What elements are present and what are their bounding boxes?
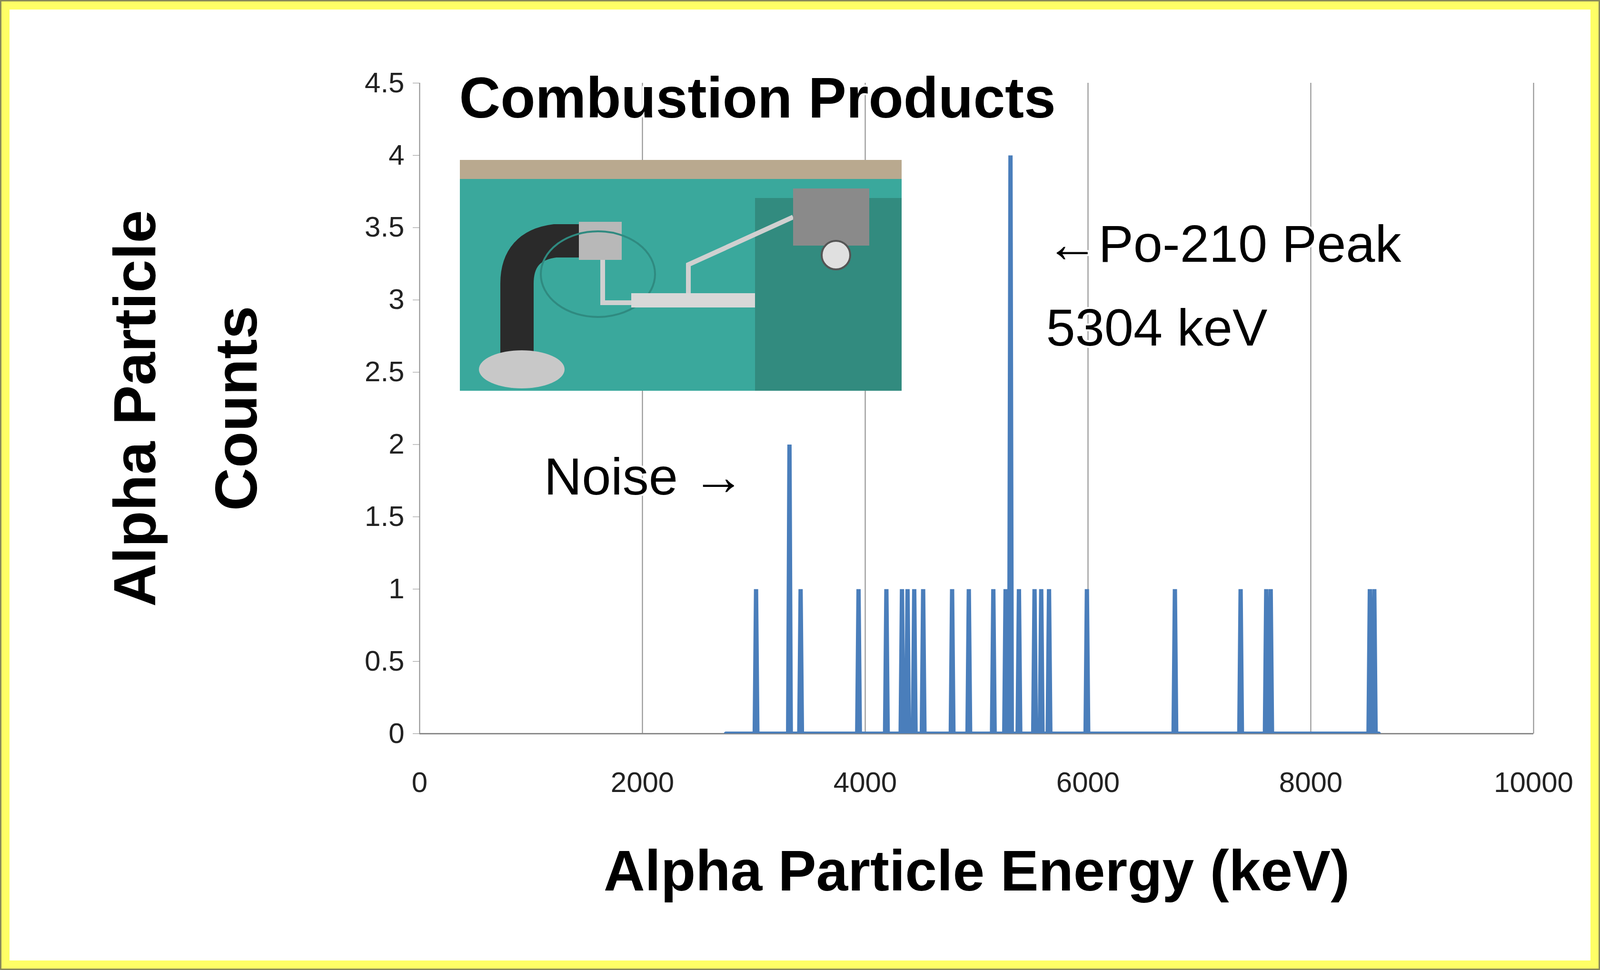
svg-text:10000: 10000: [1493, 766, 1574, 799]
svg-text:4000: 4000: [833, 766, 897, 799]
svg-text:Alpha Particle Energy (keV): Alpha Particle Energy (keV): [603, 838, 1350, 904]
svg-text:8000: 8000: [1279, 766, 1343, 799]
svg-text:2.5: 2.5: [364, 355, 405, 388]
svg-text:2000: 2000: [610, 766, 675, 799]
svg-text:0: 0: [388, 717, 405, 750]
svg-text:3.5: 3.5: [364, 210, 405, 243]
svg-text:6000: 6000: [1056, 766, 1120, 799]
svg-text:2: 2: [388, 427, 405, 460]
svg-text:1: 1: [388, 572, 405, 605]
svg-text:Noise →: Noise →: [544, 447, 746, 506]
svg-text:0.5: 0.5: [364, 645, 405, 677]
svg-text:4: 4: [388, 139, 405, 171]
svg-text:0: 0: [411, 766, 428, 799]
svg-text:Alpha ParticleCounts: Alpha ParticleCounts: [101, 209, 269, 607]
svg-text:4.5: 4.5: [364, 66, 405, 99]
svg-text:1.5: 1.5: [364, 500, 405, 533]
svg-text:3: 3: [388, 283, 405, 316]
svg-text:Combustion Products: Combustion Products: [459, 65, 1056, 130]
svg-text:←Po-210 Peak5304 keV: ←Po-210 Peak5304 keV: [1046, 214, 1402, 357]
